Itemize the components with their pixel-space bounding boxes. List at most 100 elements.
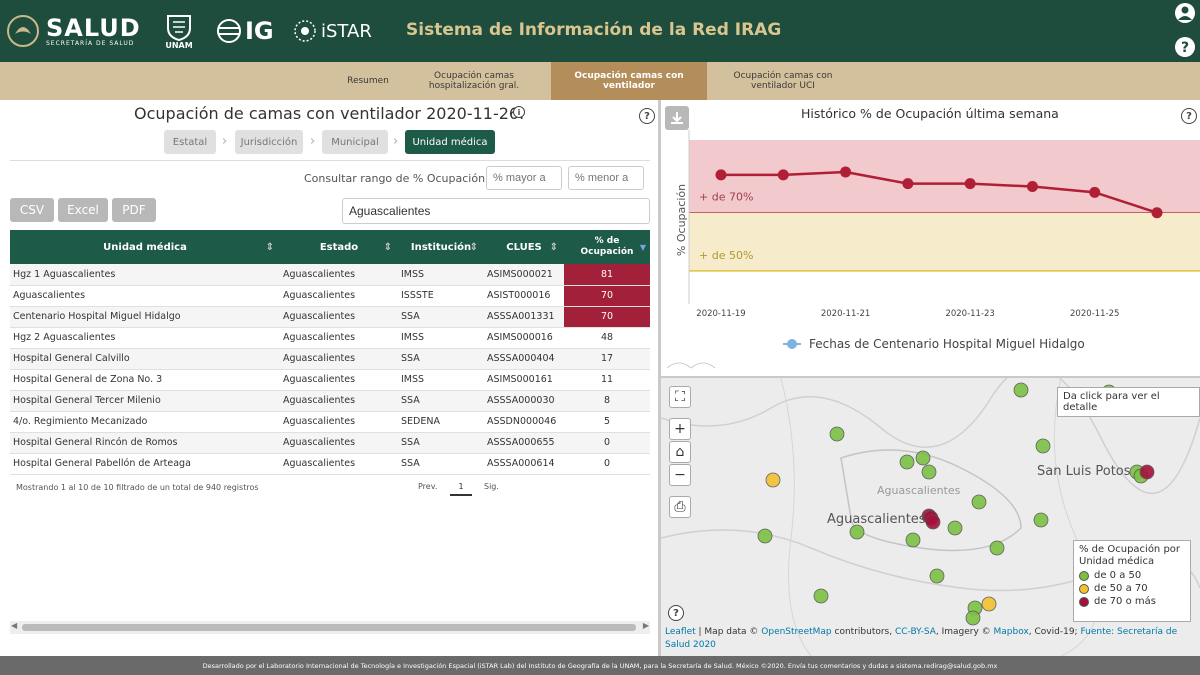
hospital-marker[interactable] <box>849 524 865 540</box>
breadcrumb-jurisdiccion[interactable]: Jurisdicción <box>235 130 303 154</box>
download-icon[interactable] <box>665 106 689 130</box>
license-link[interactable]: CC-BY-SA <box>894 627 936 637</box>
hospital-marker[interactable] <box>989 540 1005 556</box>
cell-institucion: SSA <box>398 348 484 370</box>
source-link[interactable]: Fuente: Secretaría de Salud 2020 <box>665 627 1178 650</box>
hospital-marker[interactable] <box>925 514 941 530</box>
info-icon[interactable]: i <box>513 106 525 118</box>
table-row[interactable]: Hospital General de Zona No. 3 Aguascalie… <box>10 369 650 391</box>
help-circle-icon[interactable]: ? <box>1174 36 1196 58</box>
sort-desc-icon[interactable]: ▼ <box>639 243 646 252</box>
scroll-left-icon[interactable]: ◀ <box>11 621 18 630</box>
table-row[interactable]: Hospital General Tercer Milenio Aguascali… <box>10 390 650 412</box>
range-max-input[interactable] <box>568 166 644 190</box>
current-page[interactable]: 1 <box>450 478 472 496</box>
table-row[interactable]: Centenario Hospital Miguel Hidalgo Aguasc… <box>10 306 650 328</box>
user-icon[interactable] <box>1174 2 1196 24</box>
home-icon[interactable]: ⌂ <box>669 441 691 463</box>
hospital-marker[interactable] <box>1033 512 1049 528</box>
sort-icon[interactable]: ⇕ <box>383 241 392 253</box>
salud-logo[interactable]: SALUD SECRETARÍA DE SALUD <box>6 8 156 54</box>
hospital-marker[interactable] <box>813 588 829 604</box>
column-header-institucion[interactable]: Institución ⇕ <box>410 241 478 253</box>
hospital-marker[interactable] <box>921 464 937 480</box>
data-point <box>964 178 976 190</box>
osm-link[interactable]: OpenStreetMap <box>761 627 832 637</box>
hospital-marker[interactable] <box>1013 382 1029 398</box>
table-info: Mostrando 1 al 10 de 10 filtrado de un t… <box>16 483 259 492</box>
hospital-marker[interactable] <box>905 532 921 548</box>
cell-ocupacion: 8 <box>564 390 650 412</box>
help-icon[interactable]: ? <box>639 108 655 124</box>
excel-button[interactable]: Excel <box>58 198 108 222</box>
breadcrumb-estatal[interactable]: Estatal <box>164 130 216 154</box>
hospital-marker[interactable] <box>1139 464 1155 480</box>
prev-page-link[interactable]: Prev. <box>418 482 438 491</box>
hospital-marker[interactable] <box>929 568 945 584</box>
cell-clues: ASSSA000655 <box>484 432 564 454</box>
zoom-in-icon[interactable]: + <box>669 418 691 440</box>
threshold-band <box>689 140 1200 213</box>
cell-clues: ASIMS000016 <box>484 327 564 349</box>
footer: Desarrollado por el Laboratorio Internac… <box>0 656 1200 675</box>
table-row[interactable]: Hospital General Calvillo Aguascalientes S… <box>10 348 650 370</box>
fullscreen-icon[interactable]: ⛶ <box>669 386 691 408</box>
hospital-marker[interactable] <box>981 596 997 612</box>
hospital-marker[interactable] <box>757 528 773 544</box>
next-page-link[interactable]: Sig. <box>484 482 499 491</box>
table-row[interactable]: Aguascalientes Aguascalientes ISSSTE ASIST0… <box>10 285 650 307</box>
cell-institucion: SSA <box>398 453 484 475</box>
map-panel[interactable]: Aguascalientes Aguascalientes San Luis P… <box>661 378 1200 656</box>
hospital-marker[interactable] <box>971 494 987 510</box>
horizontal-scrollbar[interactable]: ◀ ▶ <box>10 621 650 634</box>
hospital-marker[interactable] <box>829 426 845 442</box>
cell-clues: ASIST000016 <box>484 285 564 307</box>
istar-logo[interactable]: iSTAR <box>292 8 382 54</box>
column-header-estado[interactable]: Estado ⇕ <box>319 241 392 253</box>
page-title: Ocupación de camas con ventilador 2020-1… <box>134 104 525 123</box>
column-header-clues[interactable]: CLUES ⇕ <box>506 241 558 253</box>
sort-icon[interactable]: ⇕ <box>469 241 478 253</box>
cell-estado: Aguascalientes <box>280 369 398 391</box>
chevron-right-icon: › <box>393 134 399 149</box>
csv-button[interactable]: CSV <box>10 198 54 222</box>
breadcrumb-municipal[interactable]: Municipal <box>322 130 388 154</box>
zoom-out-icon[interactable]: − <box>669 464 691 486</box>
vertical-divider[interactable] <box>658 100 661 656</box>
sort-icon[interactable]: ⇕ <box>549 241 558 253</box>
pdf-button[interactable]: PDF <box>112 198 156 222</box>
table-row[interactable]: Hgz 2 Aguascalientes Aguascalientes IMSS AS… <box>10 327 650 349</box>
print-icon[interactable]: ⎙ <box>669 496 691 518</box>
hospital-marker[interactable] <box>765 472 781 488</box>
tab-camas-ventilador-uci[interactable]: Ocupación camas con ventilador UCI <box>733 71 833 91</box>
leaflet-link[interactable]: Leaflet <box>665 627 696 637</box>
breadcrumb-unidad-medica[interactable]: Unidad médica <box>405 130 495 154</box>
tab-camas-ventilador[interactable]: Ocupación camas con ventilador <box>551 62 707 100</box>
tab-resumen[interactable]: Resumen <box>347 76 389 86</box>
hospital-marker[interactable] <box>899 454 915 470</box>
range-min-input[interactable] <box>486 166 562 190</box>
mapbox-link[interactable]: Mapbox <box>993 627 1029 637</box>
hospital-marker[interactable] <box>965 610 981 626</box>
tab-camas-hospitalizacion[interactable]: Ocupación camas hospitalización gral. <box>428 71 520 91</box>
navigator-preview <box>666 362 716 369</box>
search-input[interactable] <box>342 198 650 224</box>
table-row[interactable]: Hospital General Rincón de Romos Aguascal… <box>10 432 650 454</box>
column-header-unidad[interactable]: Unidad médica ⇕ <box>103 241 274 253</box>
ig-logo[interactable]: IG <box>216 8 280 54</box>
column-header-ocupacion[interactable]: % de Ocupación ▼ <box>580 236 646 257</box>
hospital-marker[interactable] <box>947 520 963 536</box>
table-row[interactable]: Hgz 1 Aguascalientes Aguascalientes IMSS AS… <box>10 264 650 286</box>
unam-logo[interactable]: UNAM <box>162 8 196 54</box>
table-row[interactable]: 4/o. Regimiento Mecanizado Aguascalientes… <box>10 411 650 433</box>
table-row[interactable]: Hospital General Pabellón de Arteaga Agua… <box>10 453 650 475</box>
legend-label: Fechas de Centenario Hospital Miguel Hid… <box>809 337 1085 351</box>
hospital-marker[interactable] <box>1035 438 1051 454</box>
help-icon[interactable]: ? <box>668 605 684 621</box>
help-icon[interactable]: ? <box>1181 108 1197 124</box>
sort-icon[interactable]: ⇕ <box>265 241 274 253</box>
scrollbar-thumb[interactable] <box>22 624 636 631</box>
hospital-marker[interactable] <box>915 450 931 466</box>
horizontal-divider[interactable] <box>661 376 1200 378</box>
scroll-right-icon[interactable]: ▶ <box>642 621 649 630</box>
